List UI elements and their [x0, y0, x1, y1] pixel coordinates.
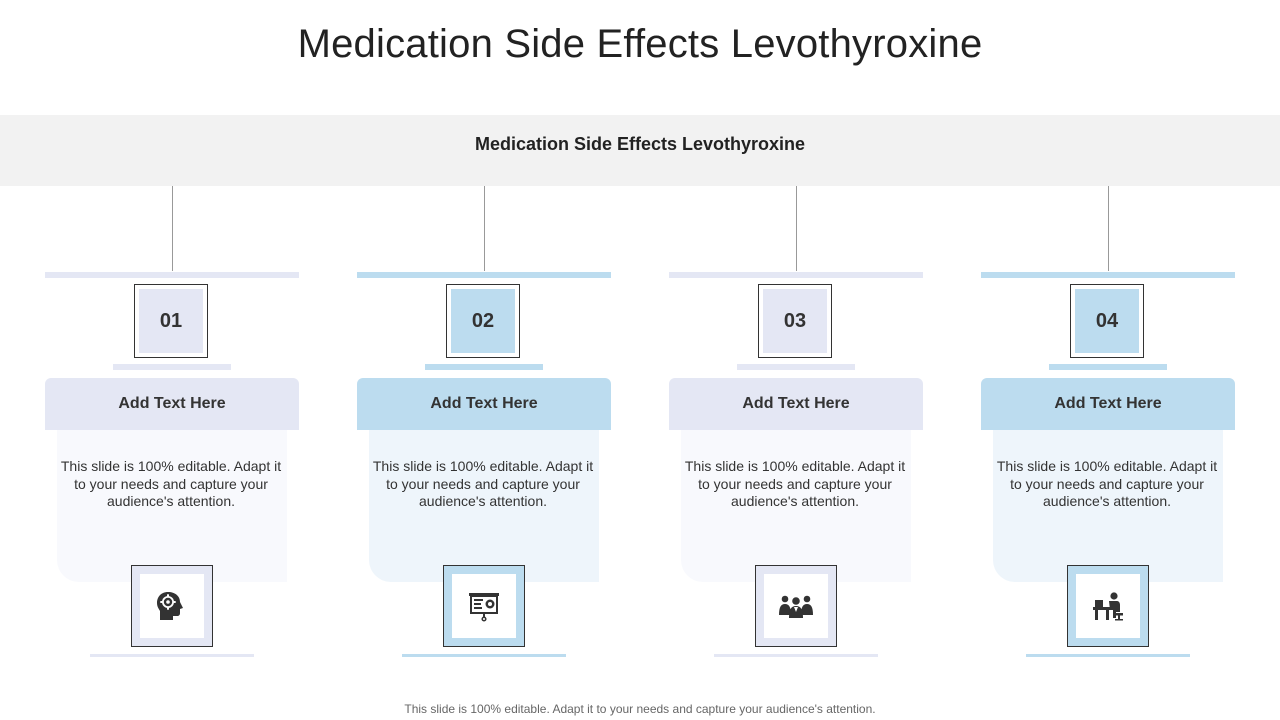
connector-line — [484, 186, 485, 271]
card-number: 01 — [139, 289, 203, 353]
card-body-text: This slide is 100% editable. Adapt it to… — [996, 458, 1218, 509]
card-top-bar — [669, 272, 923, 278]
number-box: 02 — [446, 284, 520, 358]
number-underline — [425, 364, 543, 370]
icon-box — [755, 565, 837, 647]
connector-line — [1108, 186, 1109, 271]
card-2: 02 Add Text Here This slide is 100% edit… — [357, 186, 611, 666]
person-at-desk-icon — [1093, 592, 1123, 621]
presentation-board-icon — [469, 593, 499, 622]
card-number: 02 — [451, 289, 515, 353]
card-body-bg — [369, 430, 599, 582]
bottom-line — [402, 654, 566, 657]
card-top-bar — [45, 272, 299, 278]
icon-box — [443, 565, 525, 647]
card-body-text: This slide is 100% editable. Adapt it to… — [684, 458, 906, 509]
card-body-bg — [993, 430, 1223, 582]
card-heading[interactable]: Add Text Here — [45, 378, 299, 430]
card-heading[interactable]: Add Text Here — [981, 378, 1235, 430]
card-1: 01 Add Text Here This slide is 100% edit… — [45, 186, 299, 666]
card-4: 04 Add Text Here This slide is 100% edit… — [981, 186, 1235, 666]
icon-box — [131, 565, 213, 647]
card-3: 03 Add Text Here This slide is 100% edit… — [669, 186, 923, 666]
number-underline — [113, 364, 231, 370]
card-number: 04 — [1075, 289, 1139, 353]
card-heading[interactable]: Add Text Here — [357, 378, 611, 430]
icon-box — [1067, 565, 1149, 647]
number-box: 03 — [758, 284, 832, 358]
connector-line — [172, 186, 173, 271]
bottom-line — [1026, 654, 1190, 657]
card-body-bg — [57, 430, 287, 582]
footer-note: This slide is 100% editable. Adapt it to… — [404, 702, 876, 716]
bottom-line — [90, 654, 254, 657]
card-heading[interactable]: Add Text Here — [669, 378, 923, 430]
card-number: 03 — [763, 289, 827, 353]
bottom-line — [714, 654, 878, 657]
connector-line — [796, 186, 797, 271]
card-body-bg — [681, 430, 911, 582]
number-box: 04 — [1070, 284, 1144, 358]
head-gear-icon — [157, 592, 183, 620]
card-top-bar — [981, 272, 1235, 278]
card-body-text: This slide is 100% editable. Adapt it to… — [60, 458, 282, 509]
team-icon — [779, 595, 813, 618]
card-top-bar — [357, 272, 611, 278]
number-box: 01 — [134, 284, 208, 358]
banner: Medication Side Effects Levothyroxine — [0, 115, 1280, 186]
banner-text: Medication Side Effects Levothyroxine — [474, 134, 806, 154]
number-underline — [737, 364, 855, 370]
page-title: Medication Side Effects Levothyroxine — [297, 22, 983, 66]
card-body-text: This slide is 100% editable. Adapt it to… — [372, 458, 594, 509]
number-underline — [1049, 364, 1167, 370]
